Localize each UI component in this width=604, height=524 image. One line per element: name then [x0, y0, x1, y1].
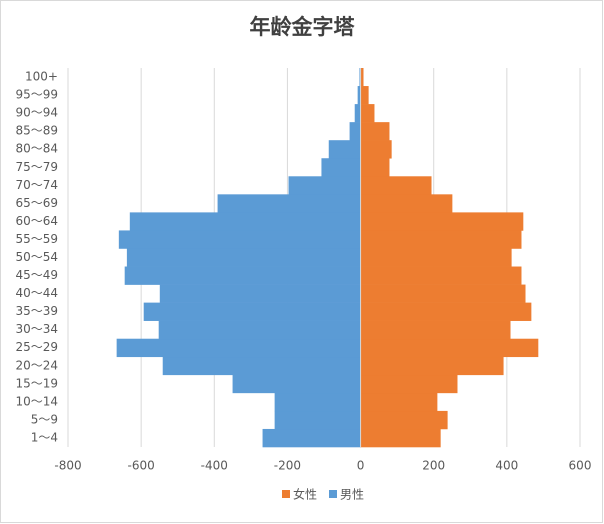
bar	[360, 86, 369, 105]
bar	[360, 68, 364, 87]
legend-label: 男性	[340, 488, 364, 502]
y-tick-label: 5～9	[31, 412, 58, 426]
x-tick-label: -200	[274, 459, 301, 473]
x-tick-label: 0	[357, 459, 365, 473]
bar	[360, 122, 390, 141]
bar	[129, 212, 361, 231]
y-tick-label: 40～44	[15, 286, 58, 300]
chart-title: 年龄金字塔	[250, 15, 356, 39]
y-tick-label: 70～74	[15, 178, 58, 192]
y-tick-label: 80～84	[15, 142, 58, 156]
y-tick-label: 15～19	[15, 376, 58, 390]
bar	[360, 266, 522, 285]
y-tick-label: 65～69	[15, 196, 58, 210]
bar	[158, 320, 361, 340]
bar	[360, 230, 522, 249]
y-tick-label: 1～4	[31, 430, 58, 444]
bar	[360, 374, 458, 394]
bar	[360, 284, 526, 303]
y-tick-label: 10～14	[15, 394, 58, 408]
bar	[162, 356, 361, 376]
y-tick-label: 20～24	[15, 358, 58, 372]
bar	[126, 248, 361, 267]
bar	[217, 194, 361, 213]
x-tick-label: -400	[201, 459, 228, 473]
y-tick-label: 45～49	[15, 268, 58, 282]
y-tick-label: 100+	[25, 70, 58, 84]
bar	[124, 266, 361, 285]
bar	[274, 410, 361, 430]
x-tick-label: -800	[54, 459, 81, 473]
y-tick-label: 25～29	[15, 340, 58, 354]
bar	[349, 122, 361, 141]
bar	[359, 68, 361, 87]
bar	[360, 410, 448, 430]
bar	[360, 176, 432, 195]
y-tick-label: 90～94	[15, 106, 58, 120]
bar	[288, 176, 361, 195]
bar	[321, 158, 361, 177]
y-tick-label: 75～79	[15, 160, 58, 174]
bar	[143, 302, 361, 321]
y-tick-label: 95～99	[15, 88, 58, 102]
x-tick-label: 400	[495, 459, 518, 473]
bar	[328, 140, 361, 159]
bar	[360, 194, 453, 213]
bar	[159, 284, 361, 303]
bar	[360, 428, 441, 448]
y-tick-label: 30～34	[15, 322, 58, 336]
x-tick-label: -600	[128, 459, 155, 473]
bar	[360, 104, 375, 123]
bar	[262, 428, 361, 448]
y-tick-label: 55～59	[15, 232, 58, 246]
bar	[360, 248, 512, 267]
bar	[360, 158, 390, 177]
x-tick-label: 200	[422, 459, 445, 473]
bar	[116, 338, 361, 358]
bar	[360, 338, 539, 358]
bar	[360, 356, 504, 376]
bar	[360, 320, 511, 340]
x-tick-label: 600	[569, 459, 592, 473]
bar	[274, 392, 361, 412]
bar	[360, 140, 392, 159]
bar	[232, 374, 361, 394]
legend-swatch	[282, 490, 290, 498]
bar	[360, 302, 532, 321]
legend-label: 女性	[293, 487, 317, 502]
bar	[360, 392, 438, 412]
y-tick-label: 60～64	[15, 214, 58, 228]
bar	[357, 86, 361, 105]
y-tick-label: 35～39	[15, 304, 58, 318]
bar	[360, 212, 524, 231]
legend-swatch	[329, 490, 337, 498]
y-tick-label: 85～89	[15, 124, 58, 138]
bar	[354, 104, 361, 123]
y-tick-label: 50～54	[15, 250, 58, 264]
bar	[118, 230, 361, 249]
